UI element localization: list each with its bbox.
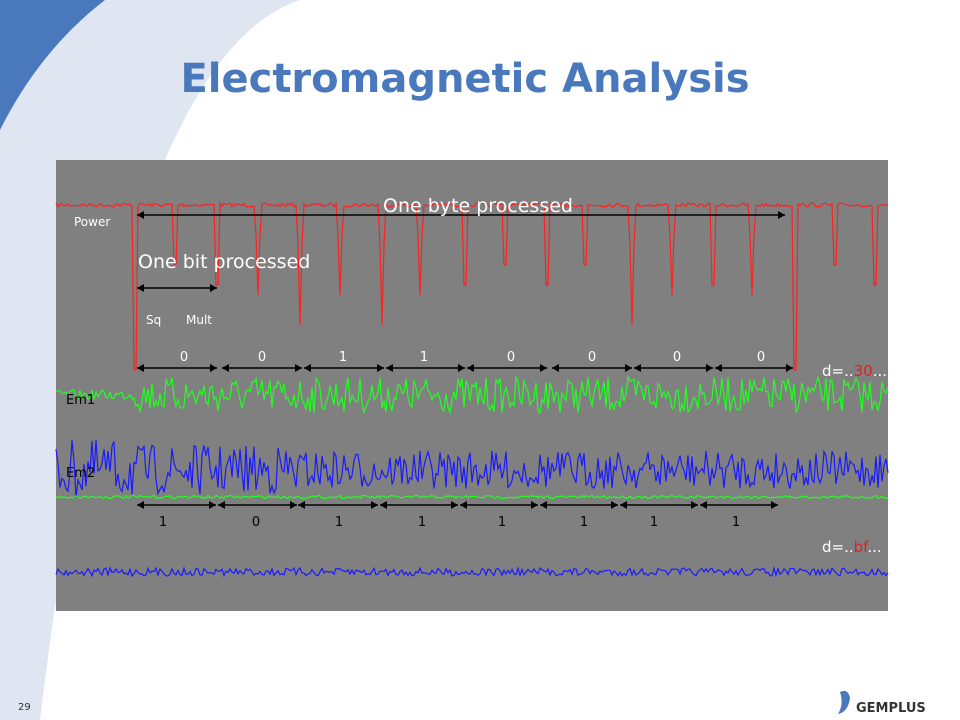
- bit-top: 0: [673, 350, 681, 365]
- em1-trace: [55, 374, 889, 415]
- bit-top: 0: [507, 350, 515, 365]
- bit-bottom: 1: [418, 515, 426, 530]
- byte-label: One byte processed: [383, 195, 573, 217]
- d-value: bf: [854, 538, 870, 556]
- bit-top: 1: [339, 350, 347, 365]
- bit-bottom: 1: [335, 515, 343, 530]
- bit-top: 0: [757, 350, 765, 365]
- bit-bottom: 1: [580, 515, 588, 530]
- em2-trace: [55, 440, 889, 498]
- d-suffix: ...: [867, 538, 881, 556]
- mult-label: Mult: [186, 313, 212, 327]
- bit-label: One bit processed: [138, 251, 310, 273]
- bit-top: 0: [588, 350, 596, 365]
- title: Electromagnetic Analysis: [180, 56, 749, 102]
- bg-arc-dark: [0, 0, 105, 130]
- bit-top: 0: [258, 350, 266, 365]
- power-label: Power: [74, 215, 110, 229]
- bit-bottom: 1: [498, 515, 506, 530]
- bit-bottom: 1: [650, 515, 658, 530]
- d-value: 30: [854, 362, 873, 380]
- traces: [55, 201, 889, 578]
- page-number: 29: [18, 702, 31, 713]
- d-top: d=..30...: [822, 362, 887, 380]
- logo-mark: [838, 690, 850, 714]
- bit-top: 0: [180, 350, 188, 365]
- power-trace: [55, 201, 889, 371]
- d-prefix: d=..: [822, 362, 854, 380]
- flat-trace: [55, 494, 888, 500]
- bit-top: 1: [420, 350, 428, 365]
- logo: GEMPLUS: [856, 701, 926, 716]
- d-bottom: d=..bf...: [822, 538, 882, 556]
- em1-label: Em1: [66, 393, 95, 408]
- bit-bottom: 1: [159, 515, 167, 530]
- bit-bottom: 0: [252, 515, 260, 530]
- sq-label: Sq: [146, 313, 161, 327]
- bit-bottom: 1: [732, 515, 740, 530]
- d-prefix: d=..: [822, 538, 854, 556]
- em2-label: Em2: [66, 466, 95, 481]
- annotations: 0 0 1 1 0 0 0 0 1 0 1 1 1 1 1 1: [137, 211, 793, 530]
- bottom-trace: [55, 565, 889, 578]
- d-suffix: ...: [873, 362, 887, 380]
